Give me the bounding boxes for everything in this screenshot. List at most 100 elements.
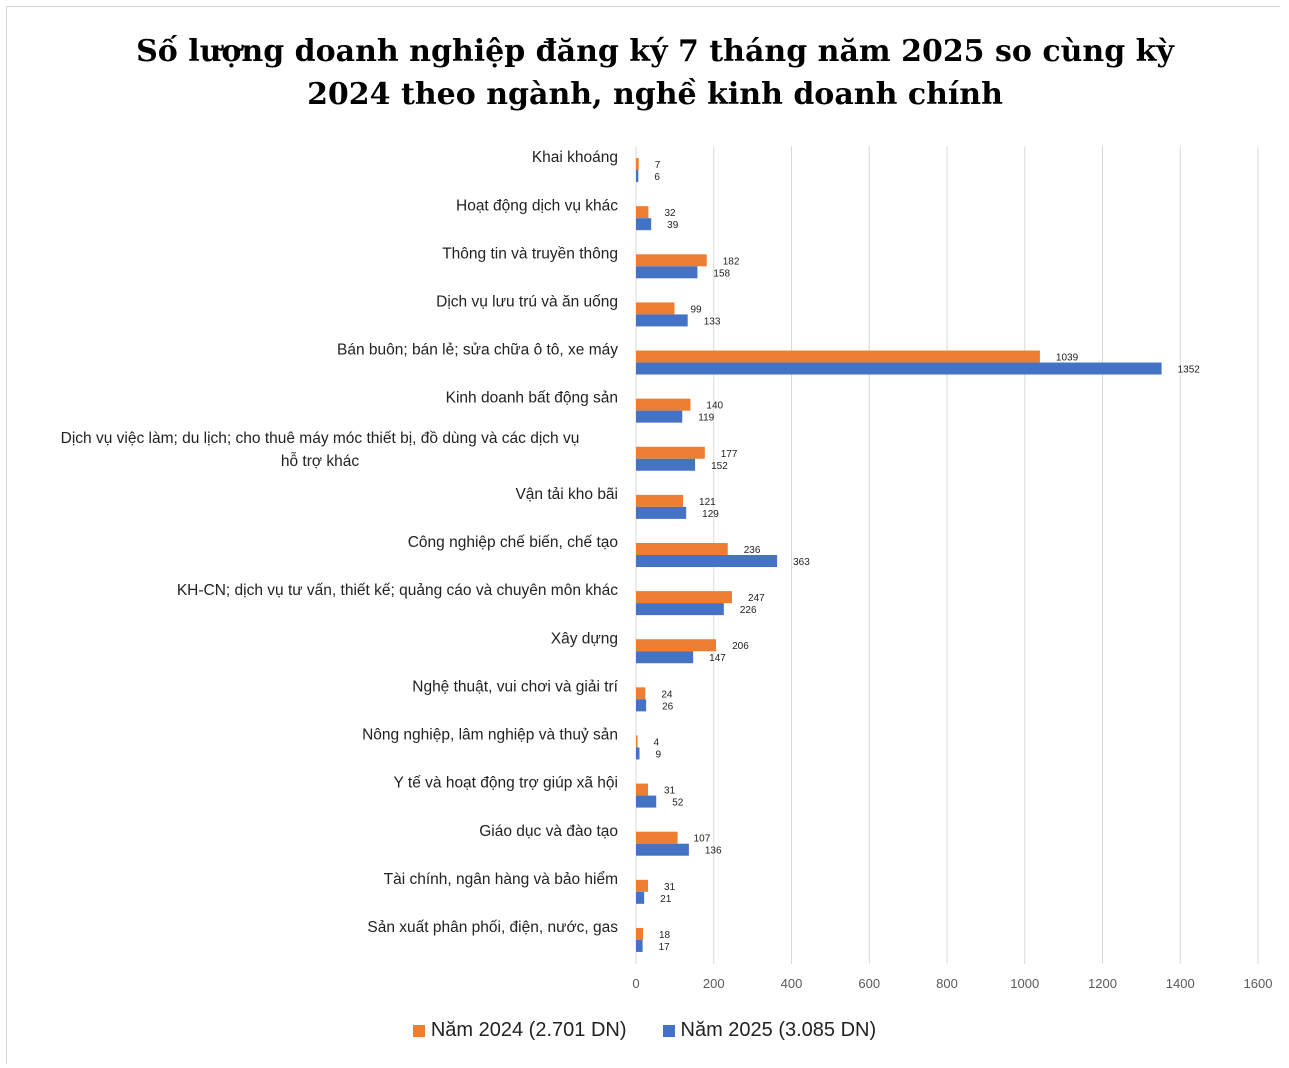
category-label: Bán buôn; bán lẻ; sửa chữa ô tô, xe máy	[337, 342, 618, 359]
category-label: Hoạt động dịch vụ khác	[456, 197, 618, 214]
value-label-2025: 9	[655, 749, 661, 760]
x-tick-label: 400	[781, 976, 803, 991]
value-label-2025: 1352	[1178, 365, 1201, 376]
value-label-2025: 52	[672, 798, 684, 809]
value-label-2024: 206	[732, 641, 749, 652]
bar-2024	[636, 158, 639, 171]
value-label-2024: 31	[664, 786, 676, 797]
value-label-2025: 119	[698, 413, 714, 424]
value-label-2025: 6	[654, 172, 660, 183]
bar-2024	[636, 398, 691, 411]
chart-title: Số lượng doanh nghiệp đăng ký 7 tháng nă…	[136, 34, 1174, 112]
value-label-2024: 24	[661, 689, 673, 700]
value-label-2024: 18	[659, 930, 671, 941]
legend-item-2025: Năm 2025 (3.085 DN)	[662, 1019, 877, 1042]
bar-2025	[636, 314, 688, 327]
category-label: Nghệ thuật, vui chơi và giải trí	[412, 678, 618, 695]
category-label: Giáo dục và đào tạo	[479, 823, 618, 840]
bar-2025	[636, 218, 652, 231]
x-tick-label: 800	[936, 976, 958, 991]
legend-swatch	[662, 1024, 675, 1037]
category-label: Xây dựng	[551, 630, 618, 647]
x-tick-label: 1000	[1010, 976, 1039, 991]
value-label-2025: 129	[702, 509, 719, 520]
category-label: Công nghiệp chế biến, chế tạo	[408, 534, 618, 551]
category-label: Dịch vụ lưu trú và ăn uống	[436, 294, 618, 311]
bar-2025	[636, 170, 639, 183]
bar-2025	[636, 506, 687, 519]
bar-2024	[636, 831, 678, 844]
bar-2024	[636, 206, 649, 219]
bar-2024	[636, 543, 728, 555]
legend-label: Năm 2024 (2.701 DN)	[430, 1019, 627, 1041]
legend-item-2024: Năm 2024 (2.701 DN)	[412, 1019, 627, 1042]
value-label-2024: 31	[664, 882, 676, 893]
bar-2024	[636, 879, 649, 892]
bar-2025	[636, 362, 1162, 375]
value-label-2024: 4	[654, 737, 660, 748]
value-label-2024: 140	[706, 401, 723, 412]
bar-2025	[636, 795, 657, 808]
bar-2025	[636, 266, 698, 279]
value-label-2024: 177	[721, 449, 738, 460]
bar-2025	[636, 939, 643, 952]
x-tick-label: 600	[858, 976, 880, 991]
bar-2025	[636, 699, 647, 712]
legend-label: Năm 2025 (3.085 DN)	[680, 1019, 877, 1041]
x-tick-label: 1400	[1166, 976, 1195, 991]
value-label-2025: 226	[740, 605, 757, 616]
category-label: Y tế và hoạt động trợ giúp xã hội	[394, 775, 618, 792]
bar-2024	[636, 591, 733, 604]
value-label-2025: 158	[713, 268, 730, 279]
value-label-2024: 107	[694, 834, 711, 845]
value-label-2025: 26	[662, 701, 674, 712]
bar-2025	[636, 651, 694, 664]
bar-2024	[636, 446, 705, 459]
category-label: Kinh doanh bất động sản	[446, 390, 618, 407]
category-label: Nông nghiệp, lâm nghiệp và thuỷ sản	[362, 727, 618, 744]
value-label-2024: 121	[699, 497, 716, 508]
x-tick-label: 1600	[1244, 976, 1273, 991]
bar-2024	[636, 350, 1040, 363]
x-tick-label: 1200	[1088, 976, 1117, 991]
value-label-2024: 32	[664, 208, 676, 219]
category-label: Sản xuất phân phối, điện, nước, gas	[367, 919, 618, 936]
bar-2025	[636, 555, 778, 567]
category-label: Khai khoáng	[532, 149, 618, 166]
bar-2024	[636, 254, 707, 267]
category-label: Dịch vụ việc làm; du lịch; cho thuê máy …	[61, 430, 580, 470]
value-label-2024: 236	[744, 545, 761, 556]
value-label-2024: 182	[723, 256, 740, 267]
value-label-2025: 17	[659, 942, 671, 953]
chart-frame	[6, 6, 1280, 1064]
value-label-2025: 136	[705, 846, 722, 857]
bar-2024	[636, 302, 675, 315]
value-label-2025: 152	[711, 461, 728, 472]
value-label-2024: 1039	[1056, 353, 1079, 364]
category-label: Tài chính, ngân hàng và bảo hiểm	[384, 871, 618, 888]
bar-2024	[636, 687, 646, 700]
value-label-2024: 99	[690, 304, 702, 315]
value-label-2025: 21	[660, 894, 672, 905]
bar-2025	[636, 410, 683, 423]
bar-2024	[636, 639, 717, 652]
x-tick-label: 0	[632, 976, 639, 991]
bar-2024	[636, 735, 638, 748]
bar-2024	[636, 927, 643, 940]
value-label-2025: 133	[704, 316, 721, 327]
bar-2025	[636, 891, 645, 904]
bar-2024	[636, 494, 684, 507]
bar-2024	[636, 783, 649, 796]
value-label-2024: 247	[748, 593, 765, 604]
category-label: KH-CN; dịch vụ tư vấn, thiết kế; quảng c…	[177, 582, 618, 599]
category-label: Thông tin và truyền thông	[442, 245, 618, 262]
value-label-2025: 39	[667, 220, 679, 231]
chart-legend: Năm 2024 (2.701 DN) Năm 2025 (3.085 DN)	[0, 1019, 1289, 1043]
bar-2025	[636, 458, 696, 471]
category-label: Vận tải kho bãi	[515, 486, 618, 503]
value-label-2025: 147	[709, 653, 726, 664]
value-label-2024: 7	[655, 160, 661, 171]
bar-2025	[636, 747, 640, 760]
bar-2025	[636, 843, 689, 856]
